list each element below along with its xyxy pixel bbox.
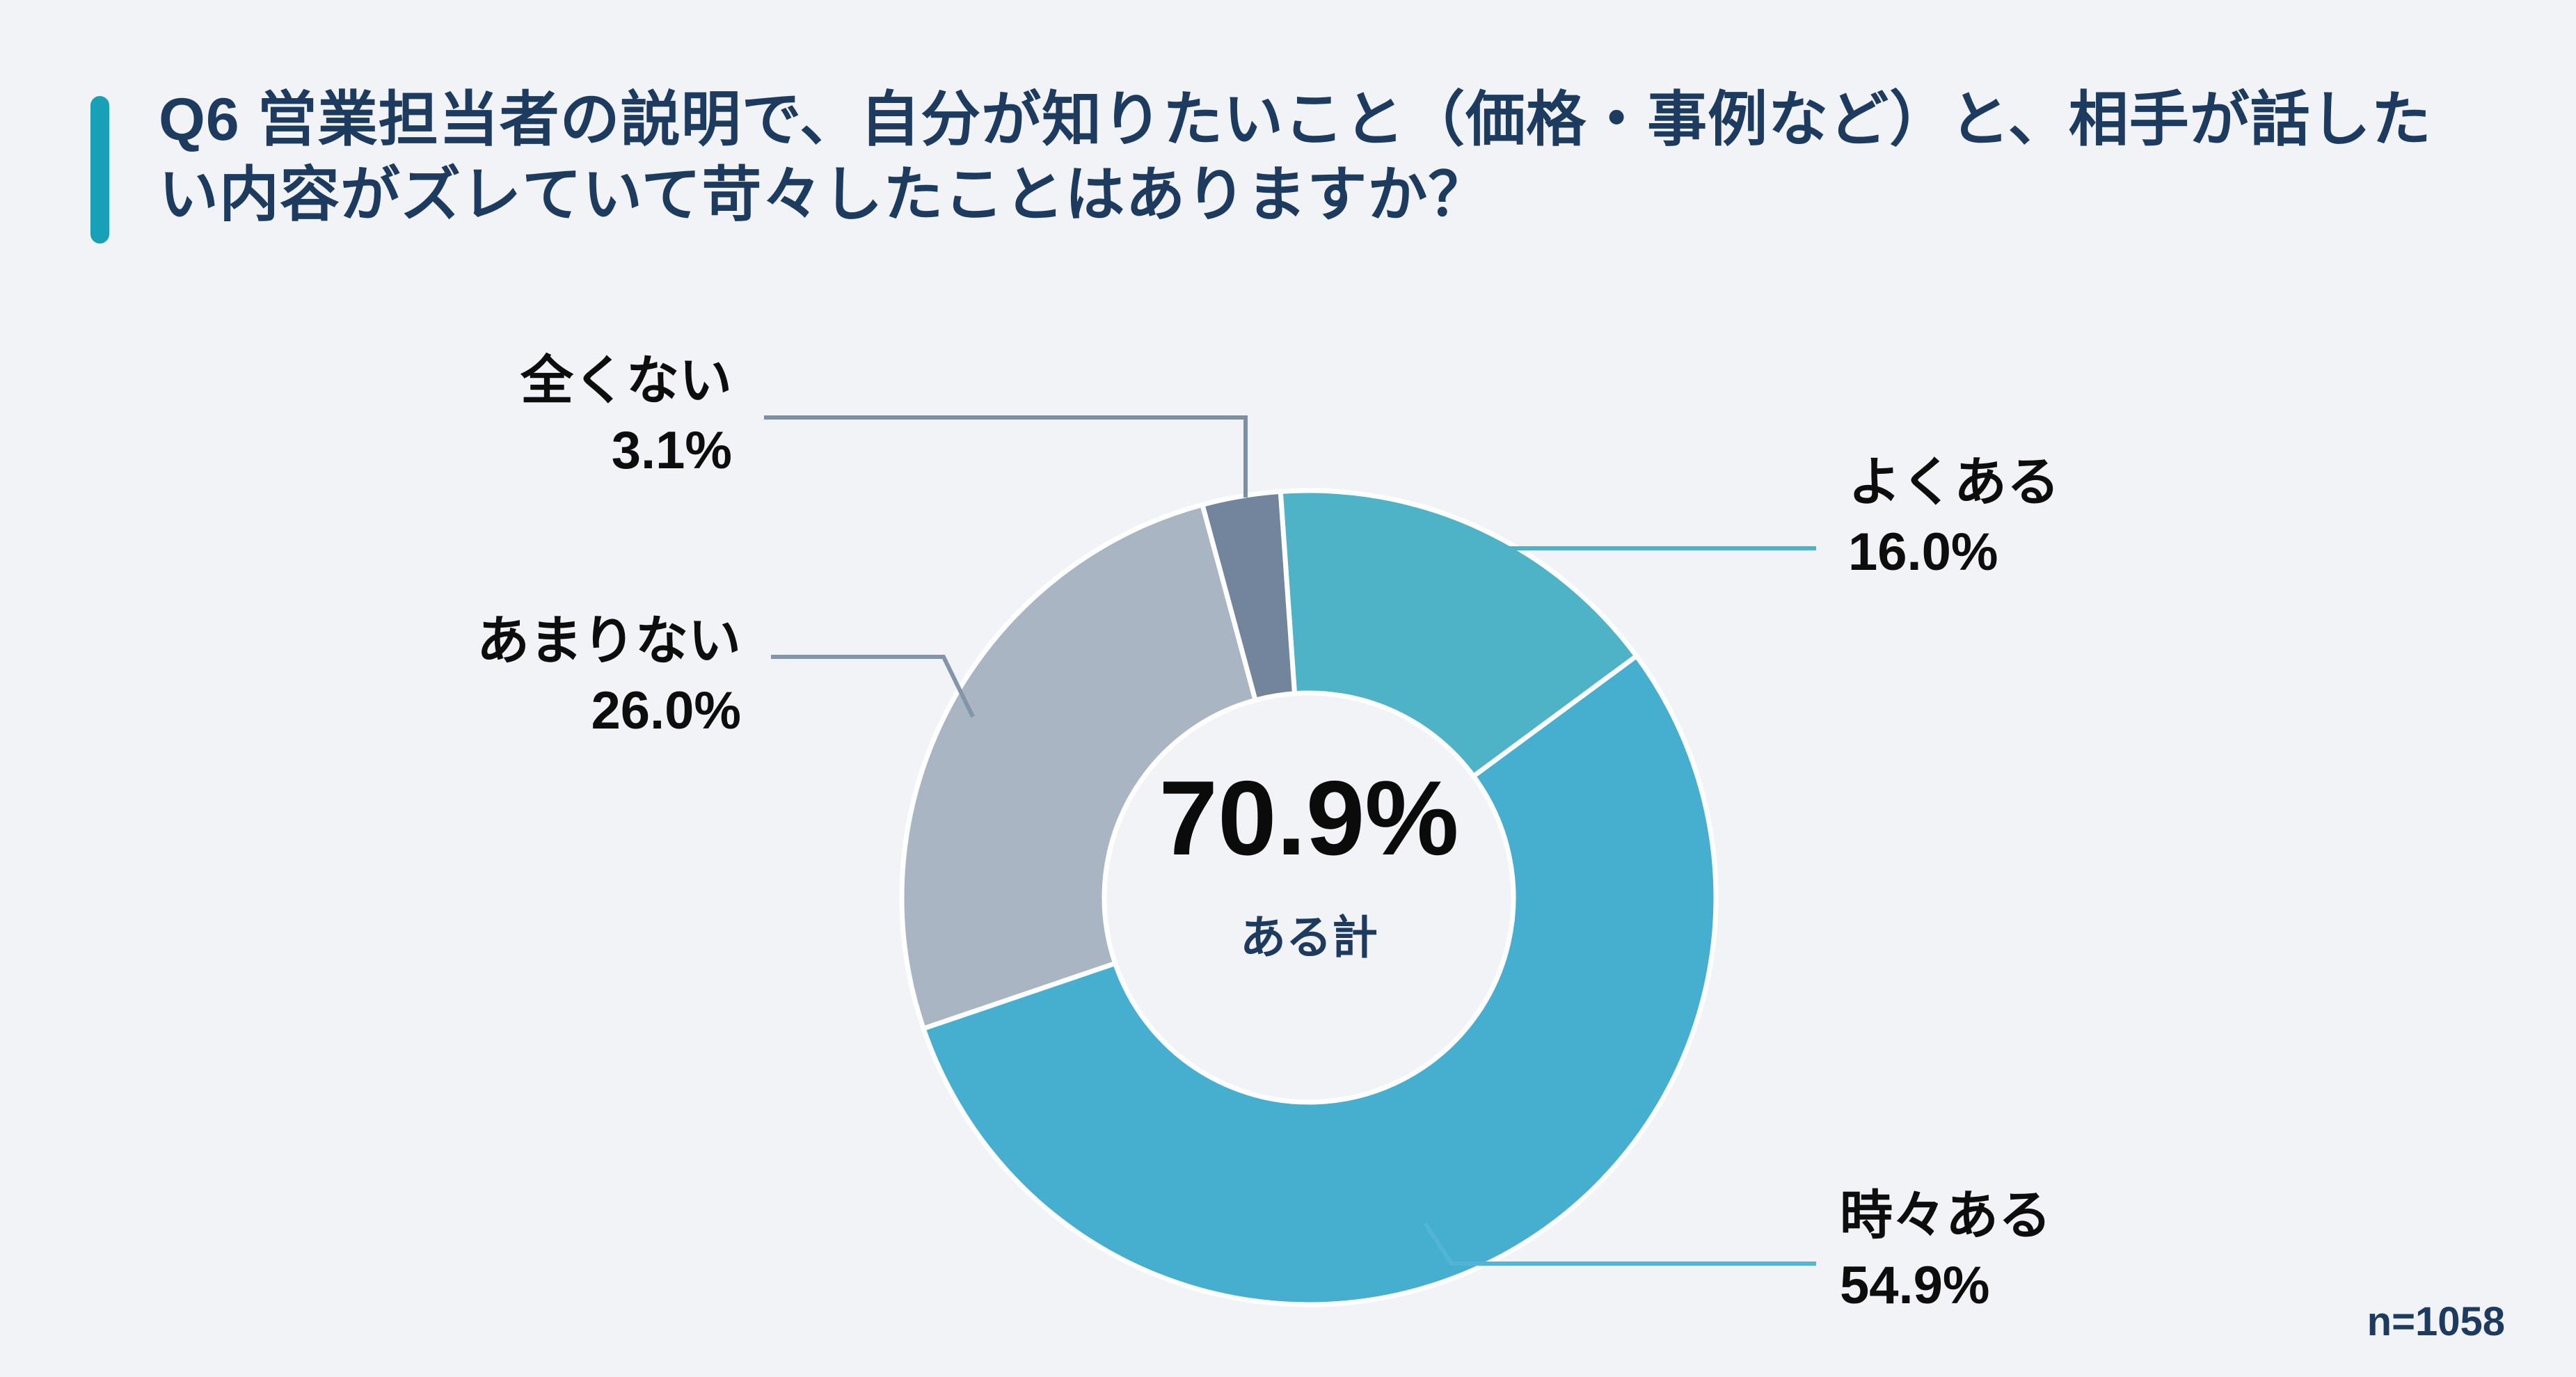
donut-slice-2 — [899, 502, 1258, 1031]
donut-slice-1 — [921, 653, 1719, 1307]
segment-name: 時々ある — [1840, 1186, 2051, 1245]
segment-name: あまりない — [477, 612, 741, 671]
leader-line-2 — [771, 655, 975, 718]
leader-line-3 — [764, 415, 1248, 498]
segment-name: 全くない — [520, 351, 732, 411]
callout-label-mattakunai: 全くない 3.1% — [306, 347, 732, 486]
question-title-line1: Q6 営業担当者の説明で、自分が知りたいこと（価格・事例など）と、相手が話した — [159, 86, 2432, 153]
total-caption: ある計 — [1240, 912, 1378, 963]
title-accent-bar — [90, 96, 109, 244]
donut-slice-3 — [1200, 488, 1297, 703]
segment-value: 54.9% — [1840, 1256, 1990, 1316]
leader-line-1 — [1423, 1222, 1816, 1266]
question-title: Q6 営業担当者の説明で、自分が知りたいこと（価格・事例など）と、相手が話した … — [159, 82, 2476, 233]
total-percentage: 70.9% — [1159, 759, 1459, 877]
segment-value: 16.0% — [1848, 523, 1998, 582]
segment-name: よくある — [1848, 453, 2060, 512]
question-title-line2: い内容がズレていて苛々したことはありますか？ — [159, 161, 1489, 229]
callout-label-yokuaru: よくある 16.0% — [1848, 448, 2060, 588]
donut-slice-0 — [1278, 488, 1639, 779]
leader-line-0 — [1444, 546, 1816, 618]
donut-center-text: 70.9% ある計 — [1031, 765, 1587, 960]
callout-label-tokidoki: 時々ある 54.9% — [1840, 1181, 2051, 1321]
sample-size: n=1058 — [2367, 1299, 2505, 1344]
segment-value: 26.0% — [591, 681, 742, 741]
segment-value: 3.1% — [611, 421, 732, 481]
callout-label-amarinai: あまりない 26.0% — [306, 607, 741, 747]
